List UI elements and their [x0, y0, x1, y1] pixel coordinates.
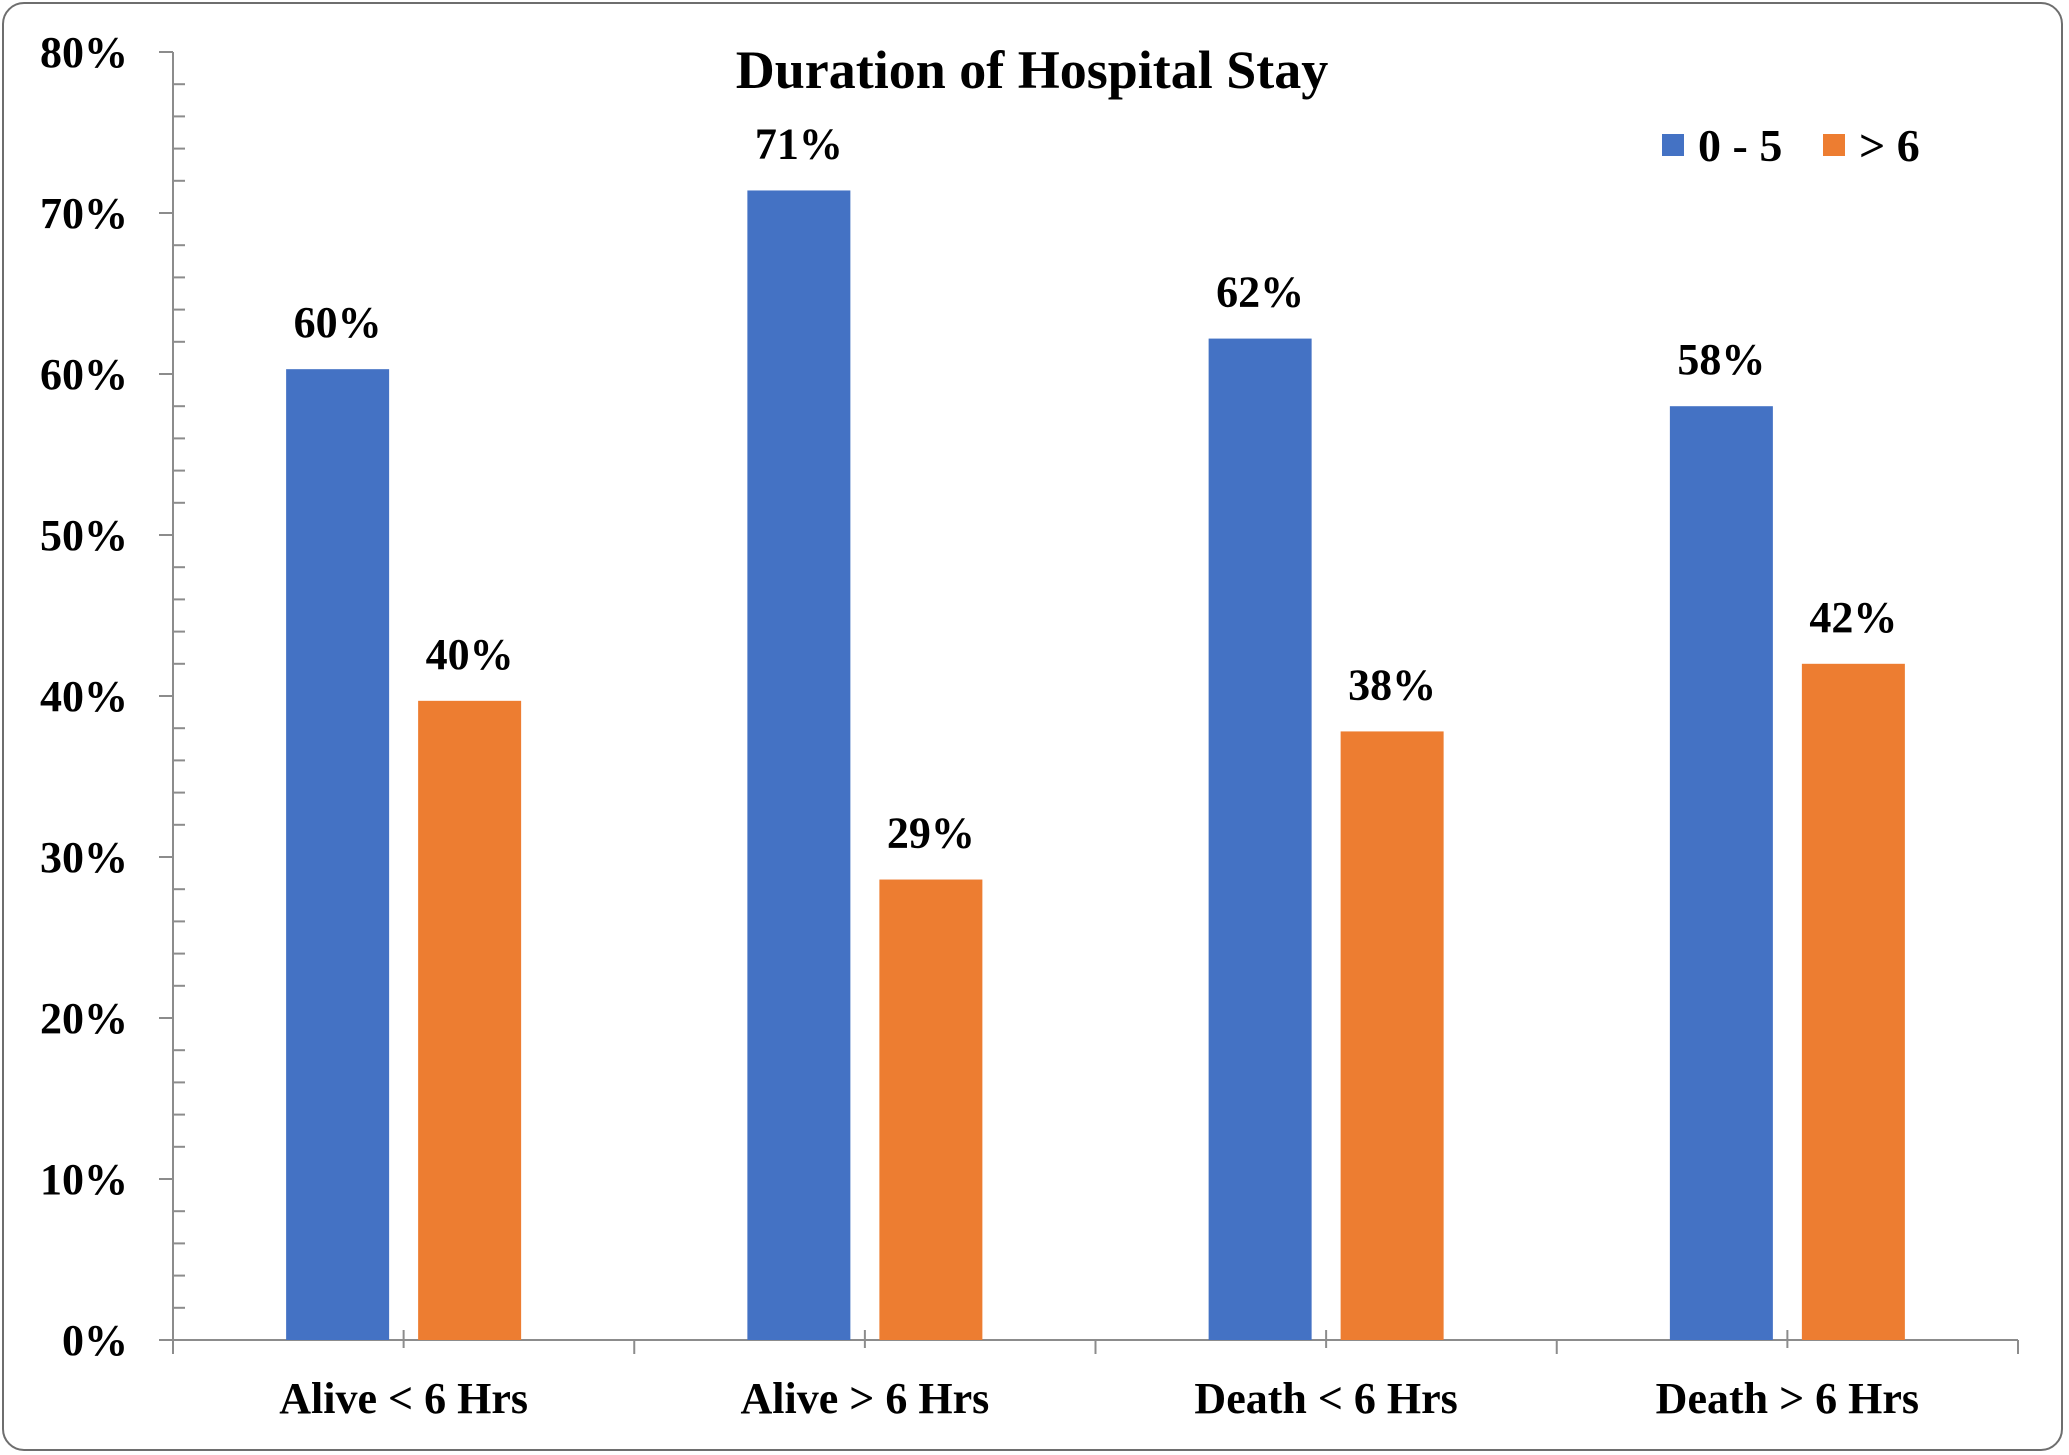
bar-series-1-0 [286, 369, 390, 1340]
bar-series-2-2 [1340, 731, 1444, 1340]
axes: 0% 10% 20% 30% 40% 50% 60% 70% 80% Alive < 6 Hrs A… [40, 28, 2019, 1423]
chart-title: Duration of Hospital Stay [736, 40, 1329, 100]
x-tick-label: Alive < 6 Hrs [279, 1374, 528, 1423]
y-tick-label: 0% [62, 1316, 128, 1365]
x-tick-label: Alive > 6 Hrs [741, 1374, 990, 1423]
y-tick-label: 70% [40, 189, 128, 238]
data-label: 62% [1216, 268, 1304, 317]
bar-series-1-3 [1669, 406, 1773, 1340]
data-label: 29% [887, 809, 975, 858]
data-label: 71% [755, 119, 843, 168]
y-tick-label: 50% [40, 511, 128, 560]
y-tick-label: 40% [40, 672, 128, 721]
bar-series-2-3 [1801, 663, 1905, 1340]
x-tick-label: Death < 6 Hrs [1194, 1374, 1457, 1423]
y-tick-label: 10% [40, 1155, 128, 1204]
legend-swatch-1 [1662, 134, 1684, 156]
y-tick-label: 20% [40, 994, 128, 1043]
x-tick-label: Death > 6 Hrs [1656, 1374, 1919, 1423]
bar-series-1-2 [1208, 338, 1312, 1341]
bar-series-2-1 [879, 879, 983, 1340]
y-tick-label: 80% [40, 28, 128, 77]
data-label: 40% [426, 630, 514, 679]
legend-label-2: > 6 [1859, 120, 1920, 171]
data-label: 60% [294, 298, 382, 347]
data-label: 38% [1348, 660, 1436, 709]
bar-series-2-0 [418, 700, 522, 1340]
bar-series-1-1 [747, 190, 851, 1341]
legend-swatch-2 [1823, 134, 1845, 156]
data-label: 42% [1809, 593, 1897, 642]
legend: 0 - 5 > 6 [1662, 120, 1920, 171]
y-tick-label: 60% [40, 350, 128, 399]
bars: 60% 71% 62% 58% 40% 29% 38% 42% [286, 119, 1905, 1341]
y-tick-label: 30% [40, 833, 128, 882]
legend-label-1: 0 - 5 [1698, 120, 1782, 171]
data-label: 58% [1677, 335, 1765, 384]
